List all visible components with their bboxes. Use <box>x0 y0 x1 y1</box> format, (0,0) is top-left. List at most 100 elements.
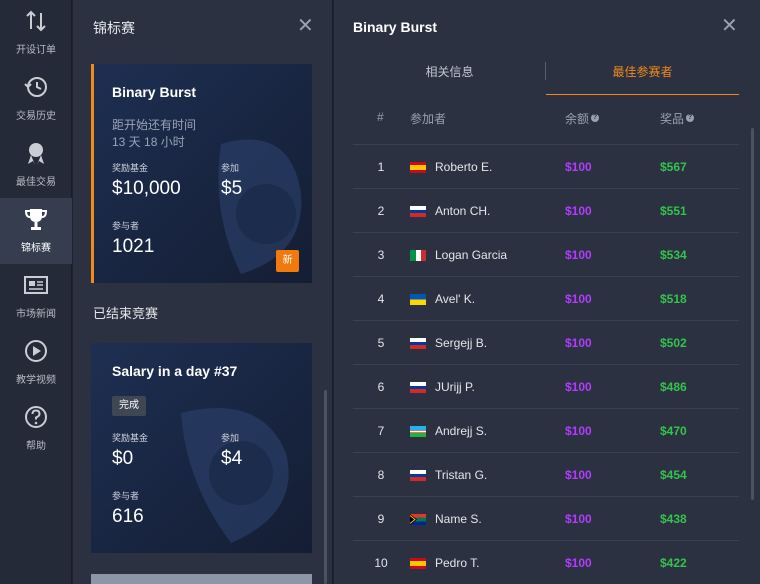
prize-cell: $422 <box>660 556 687 570</box>
table-row[interactable]: 8 Tristan G. $100 $454 <box>353 453 739 497</box>
new-badge: 新 <box>276 250 299 272</box>
participant-name: Roberto E. <box>435 160 493 174</box>
country-flag-icon <box>410 338 426 349</box>
entry-fee-label: 参加 <box>221 433 240 443</box>
nav-trade-history[interactable]: 交易历史 <box>0 66 72 132</box>
participants-value: 1021 <box>112 236 155 257</box>
table-row[interactable]: 9 Name S. $100 $438 <box>353 497 739 541</box>
rank-cell: 8 <box>377 468 385 482</box>
tab-divider <box>545 62 546 80</box>
completed-badge: 完成 <box>112 396 146 416</box>
medal-icon <box>28 143 44 165</box>
tab-top-participants[interactable]: 最佳参赛者 <box>546 58 739 95</box>
nav-label: 帮助 <box>26 441 46 452</box>
prize-cell: $438 <box>660 512 687 526</box>
country-flag-icon <box>410 514 426 525</box>
participant-name: Avel' K. <box>435 292 476 306</box>
column-participant: 参加者 <box>410 112 447 126</box>
card-background-decoration <box>91 343 312 553</box>
nav-best-trades[interactable]: 最佳交易 <box>0 132 72 198</box>
rank-cell: 7 <box>377 424 385 438</box>
country-flag-icon <box>410 162 426 173</box>
column-prize: 奖品? <box>660 110 695 127</box>
participant-name: Pedro T. <box>435 556 480 570</box>
balance-cell: $100 <box>565 204 592 218</box>
leaderboard-panel: Binary Burst ✕ 相关信息 最佳参赛者 # 参加者 余额? 奖品? … <box>334 0 760 584</box>
balance-cell: $100 <box>565 468 592 482</box>
country-flag-icon <box>410 382 426 393</box>
nav-label: 最佳交易 <box>16 177 56 188</box>
history-icon <box>24 77 47 97</box>
prize-cell: $454 <box>660 468 687 482</box>
tournaments-panel: 锦标赛 ✕ Binary Burst 距开始还有时间 13 天 18 小时 奖励… <box>73 0 333 584</box>
country-flag-icon <box>410 426 426 437</box>
nav-market-news[interactable]: 市场新闻 <box>0 264 72 330</box>
rank-cell: 6 <box>377 380 385 394</box>
scrollbar[interactable] <box>751 128 754 500</box>
header-divider <box>353 144 739 145</box>
close-icon[interactable]: ✕ <box>721 15 738 37</box>
scrollbar[interactable] <box>324 390 327 584</box>
column-rank: # <box>377 110 384 124</box>
side-nav: 开设订单 交易历史 最佳交易 锦标赛 市场新闻 <box>0 0 72 584</box>
participants-value: 616 <box>112 506 144 527</box>
help-icon[interactable]: ? <box>591 114 600 122</box>
column-balance: 余额? <box>565 110 600 127</box>
balance-cell: $100 <box>565 556 592 570</box>
participant-name: JUrijj P. <box>435 380 475 394</box>
country-flag-icon <box>410 470 426 481</box>
country-flag-icon <box>410 206 426 217</box>
nav-open-orders[interactable]: 开设订单 <box>0 0 72 66</box>
table-row[interactable]: 6 JUrijj P. $100 $486 <box>353 365 739 409</box>
countdown-label: 距开始还有时间 <box>112 118 197 132</box>
column-balance-label: 余额 <box>565 112 590 126</box>
prize-cell: $567 <box>660 160 687 174</box>
panel-title: 锦标赛 <box>93 20 135 36</box>
card-background-decoration <box>91 64 312 283</box>
prize-cell: $486 <box>660 380 687 394</box>
prize-cell: $470 <box>660 424 687 438</box>
news-icon <box>24 276 48 294</box>
table-row[interactable]: 4 Avel' K. $100 $518 <box>353 277 739 321</box>
participant-name: Sergejj B. <box>435 336 488 350</box>
tournament-name: Salary in a day #37 <box>112 363 238 379</box>
balance-cell: $100 <box>565 424 592 438</box>
table-row[interactable]: 10 Pedro T. $100 $422 <box>353 541 739 584</box>
prize-fund-label: 奖励基金 <box>112 163 149 173</box>
tournament-card-partial[interactable] <box>91 574 312 584</box>
participant-name: Andrejj S. <box>435 424 488 438</box>
table-row[interactable]: 3 Logan Garcia $100 $534 <box>353 233 739 277</box>
nav-label: 交易历史 <box>16 111 56 122</box>
participant-name: Tristan G. <box>435 468 488 482</box>
nav-label: 教学视频 <box>16 375 56 386</box>
tournament-name: Binary Burst <box>112 84 197 100</box>
ended-section-title: 已结束竞赛 <box>93 306 159 321</box>
nav-help[interactable]: 帮助 <box>0 396 72 462</box>
entry-fee-value: $4 <box>221 448 243 469</box>
balance-cell: $100 <box>565 336 592 350</box>
tab-info[interactable]: 相关信息 <box>425 65 474 79</box>
close-icon[interactable]: ✕ <box>297 15 314 37</box>
tournament-card-active[interactable]: Binary Burst 距开始还有时间 13 天 18 小时 奖励基金 $10… <box>91 64 312 283</box>
tournament-card-ended[interactable]: Salary in a day #37 完成 奖励基金 $0 参加 $4 参与者… <box>91 343 312 553</box>
column-prize-label: 奖品 <box>660 112 685 126</box>
prize-cell: $534 <box>660 248 687 262</box>
nav-tutorial-videos[interactable]: 教学视频 <box>0 330 72 396</box>
prize-fund-value: $0 <box>112 448 134 469</box>
table-row[interactable]: 2 Anton CH. $100 $551 <box>353 189 739 233</box>
help-icon[interactable]: ? <box>686 114 695 122</box>
nav-label: 锦标赛 <box>21 243 51 254</box>
panel-title: Binary Burst <box>353 19 438 35</box>
country-flag-icon <box>410 294 426 305</box>
countdown-value: 13 天 18 小时 <box>112 135 185 149</box>
balance-cell: $100 <box>565 292 592 306</box>
table-row[interactable]: 7 Andrejj S. $100 $470 <box>353 409 739 453</box>
nav-tournaments[interactable]: 锦标赛 <box>0 198 72 264</box>
arrows-icon <box>26 10 46 32</box>
rank-cell: 4 <box>377 292 385 306</box>
table-row[interactable]: 5 Sergejj B. $100 $502 <box>353 321 739 365</box>
balance-cell: $100 <box>565 248 592 262</box>
active-accent-bar <box>91 64 94 283</box>
table-row[interactable]: 1 Roberto E. $100 $567 <box>353 145 739 189</box>
participant-name: Anton CH. <box>435 204 491 218</box>
